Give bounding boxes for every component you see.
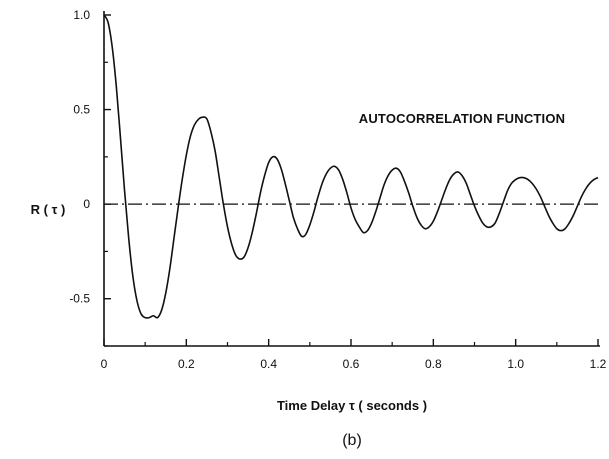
x-axis-label: Time Delay τ ( seconds ) [277,398,427,413]
x-tick-label: 0 [101,357,108,371]
y-axis-label: R ( τ ) [31,202,66,217]
figure-caption: (b) [342,432,362,449]
x-tick-label: 0.2 [178,357,195,371]
y-tick-label: -0.5 [69,292,90,306]
x-tick-label: 0.4 [260,357,277,371]
ticks [104,15,598,346]
y-tick-label: 0 [83,197,90,211]
series-line-autocorrelation [104,15,598,318]
x-tick-label: 0.8 [425,357,442,371]
x-tick-label: 1.2 [590,357,607,371]
y-tick-label: 0.5 [73,103,90,117]
x-tick-label: 0.6 [343,357,360,371]
annotation-label: AUTOCORRELATION FUNCTION [359,111,566,126]
y-tick-label: 1.0 [73,8,90,22]
x-tick-label: 1.0 [507,357,524,371]
